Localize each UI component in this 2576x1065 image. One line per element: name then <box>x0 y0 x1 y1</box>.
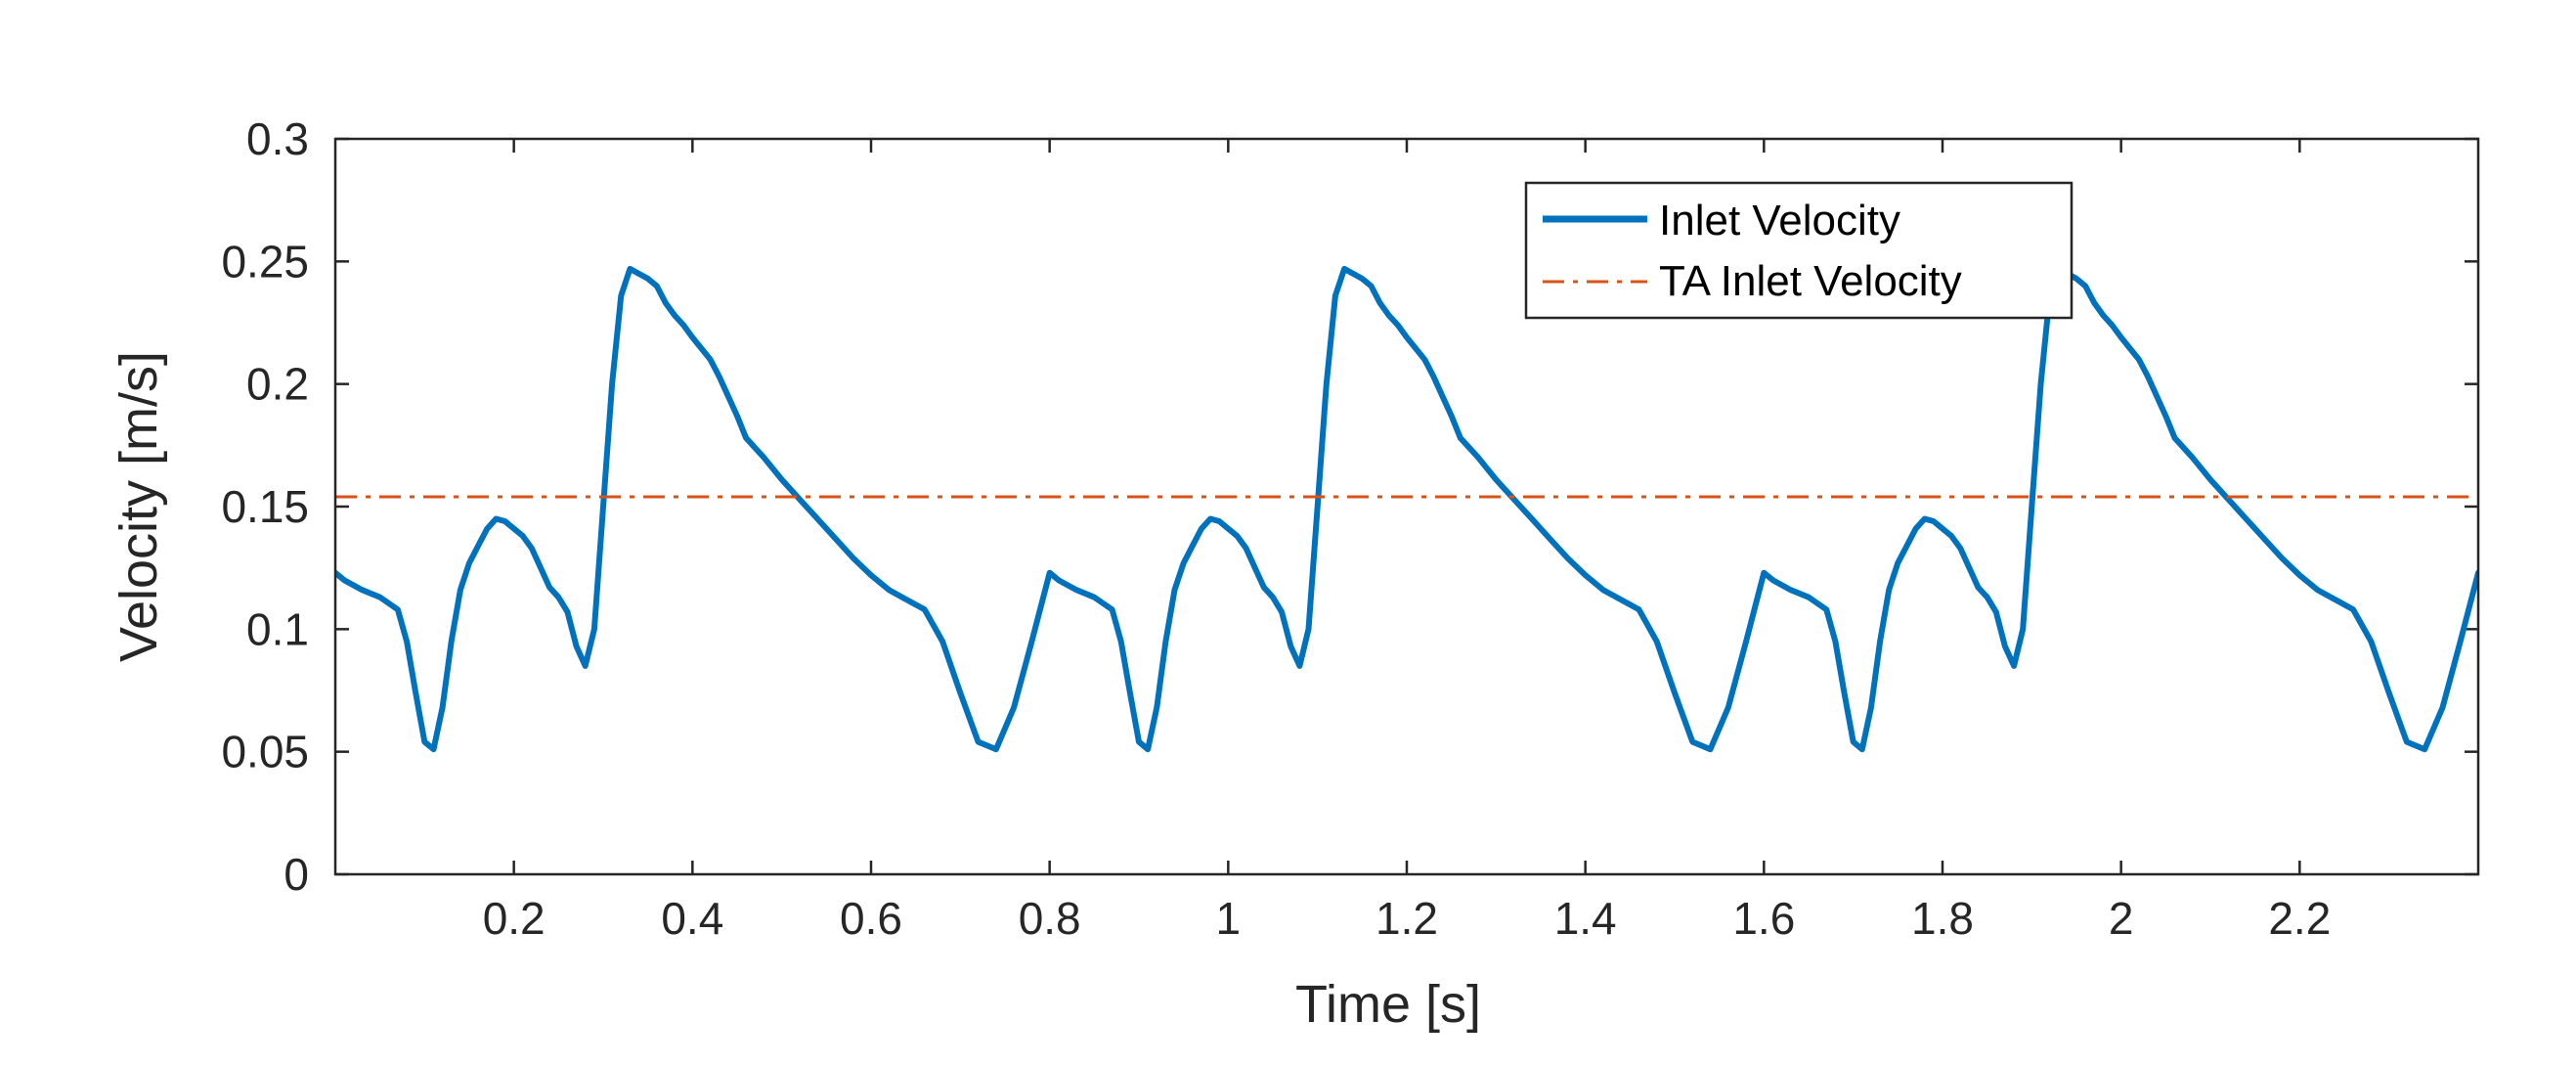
x-tick-label: 1.8 <box>1911 893 1974 944</box>
y-tick-label: 0.25 <box>221 236 309 287</box>
legend: Inlet Velocity TA Inlet Velocity <box>1524 181 2074 320</box>
tick-labels: 0.2 0.4 0.6 0.8 1 1.2 1.4 1.6 1.8 2 2.2 0 0.05 0.1 0.1… <box>221 113 2331 944</box>
x-tick-label: 1 <box>1216 893 1242 944</box>
legend-label-inlet-velocity: Inlet Velocity <box>1659 197 1900 244</box>
x-tick-label: 1.6 <box>1732 893 1795 944</box>
y-tick-label: 0.15 <box>221 481 309 532</box>
x-tick-label: 1.2 <box>1375 893 1438 944</box>
x-tick-label: 0.8 <box>1019 893 1081 944</box>
x-tick-label: 1.4 <box>1554 893 1617 944</box>
y-tick-label: 0.1 <box>246 603 309 654</box>
legend-label-ta-inlet-velocity: TA Inlet Velocity <box>1659 257 1962 305</box>
x-tick-label: 0.2 <box>483 893 546 944</box>
y-tick-label: 0.3 <box>246 113 309 164</box>
y-tick-label: 0.2 <box>246 359 309 410</box>
x-tick-label: 0.4 <box>661 893 723 944</box>
x-tick-label: 0.6 <box>840 893 902 944</box>
y-axis-label: Velocity [m/s] <box>109 351 168 662</box>
plot-area <box>335 139 2478 874</box>
axes-box <box>333 137 2480 876</box>
x-tick-label: 2 <box>2109 893 2134 944</box>
x-tick-label: 2.2 <box>2268 893 2331 944</box>
y-tick-label: 0 <box>284 849 309 900</box>
legend-box <box>1524 181 2074 320</box>
y-tick-label: 0.05 <box>221 727 309 777</box>
x-axis-label: Time [s] <box>1295 975 1481 1034</box>
